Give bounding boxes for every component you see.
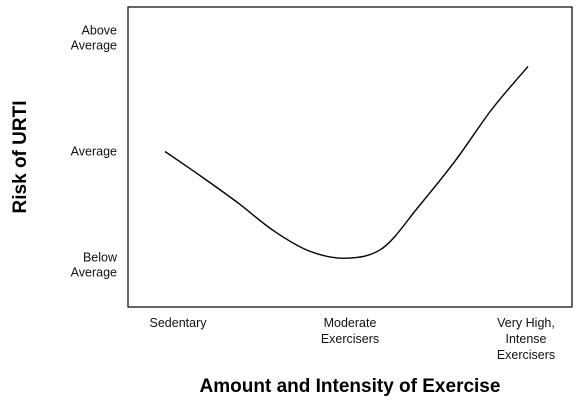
y-tick-label: Below Average bbox=[71, 251, 118, 280]
y-tick-label: Average bbox=[71, 145, 117, 159]
plot-area-frame bbox=[127, 6, 573, 308]
y-axis-title: Risk of URTI bbox=[10, 101, 31, 214]
x-axis-title: Amount and Intensity of Exercise bbox=[200, 376, 501, 397]
x-tick-label: Very High, Intense Exercisers bbox=[497, 316, 555, 362]
x-tick-label: Moderate Exercisers bbox=[321, 316, 379, 346]
x-tick-labels: Sedentary Moderate Exercisers Very High, Int… bbox=[150, 316, 556, 362]
series-layer bbox=[164, 65, 529, 259]
risk-curve-line bbox=[164, 65, 529, 259]
y-tick-label: Above Average bbox=[71, 24, 117, 53]
x-tick-label: Sedentary bbox=[150, 316, 208, 330]
y-tick-labels: Below Average Average Above Average bbox=[71, 24, 118, 280]
